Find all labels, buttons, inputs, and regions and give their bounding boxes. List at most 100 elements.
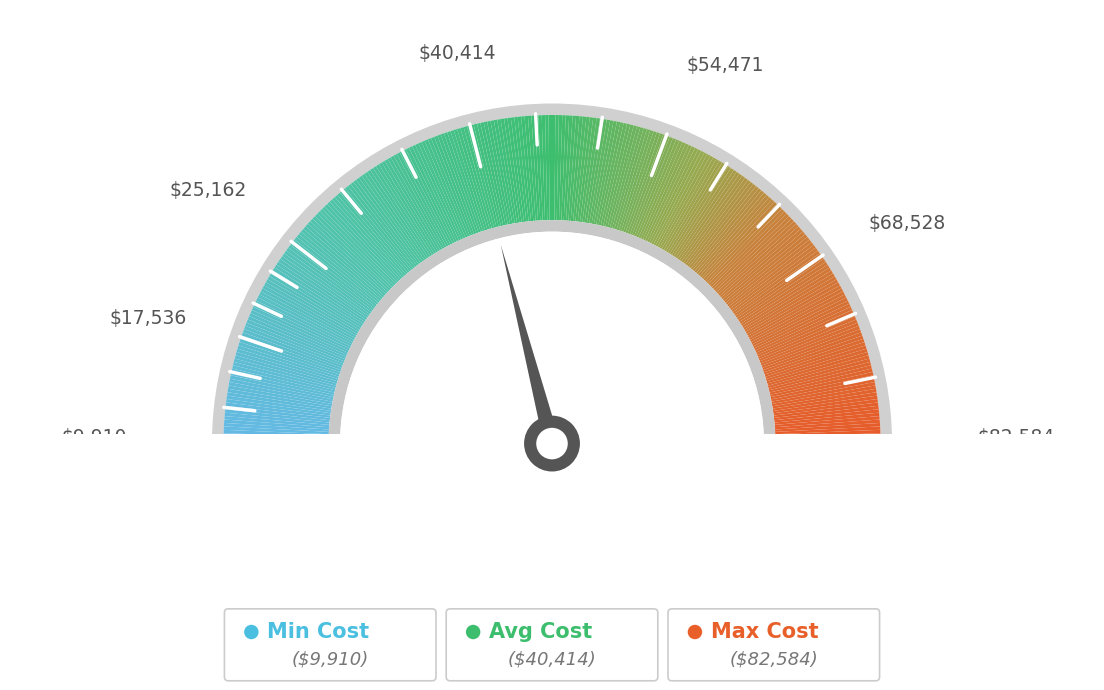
Wedge shape (332, 197, 404, 277)
Wedge shape (493, 119, 514, 224)
Wedge shape (490, 120, 512, 224)
Wedge shape (733, 250, 820, 314)
Wedge shape (460, 127, 492, 229)
Text: Avg Cost: Avg Cost (489, 622, 592, 642)
Text: $17,536: $17,536 (109, 309, 187, 328)
Wedge shape (771, 375, 874, 400)
Wedge shape (308, 221, 388, 294)
Wedge shape (245, 323, 344, 364)
Wedge shape (348, 184, 415, 268)
Wedge shape (357, 178, 421, 264)
Wedge shape (707, 206, 782, 284)
Circle shape (688, 624, 702, 639)
Wedge shape (687, 182, 753, 267)
Wedge shape (673, 168, 734, 257)
Wedge shape (740, 265, 829, 324)
Wedge shape (561, 115, 570, 220)
Wedge shape (225, 409, 330, 422)
Wedge shape (236, 348, 338, 382)
Wedge shape (624, 132, 660, 233)
Wedge shape (450, 130, 485, 231)
Wedge shape (745, 279, 838, 334)
Wedge shape (676, 170, 736, 259)
Wedge shape (744, 276, 837, 332)
Wedge shape (335, 195, 406, 276)
FancyBboxPatch shape (446, 609, 658, 681)
Text: ($82,584): ($82,584) (730, 651, 818, 669)
Wedge shape (243, 329, 342, 368)
Wedge shape (388, 157, 443, 250)
Wedge shape (614, 128, 647, 230)
Wedge shape (638, 141, 682, 239)
Wedge shape (317, 211, 394, 287)
Wedge shape (412, 145, 459, 242)
Wedge shape (774, 406, 879, 420)
Wedge shape (212, 104, 892, 444)
Wedge shape (266, 279, 359, 334)
Wedge shape (500, 119, 519, 223)
Circle shape (244, 624, 258, 639)
Wedge shape (769, 365, 872, 393)
Wedge shape (539, 115, 545, 220)
Wedge shape (767, 359, 870, 388)
Wedge shape (713, 216, 792, 290)
Wedge shape (730, 245, 816, 310)
Text: ($40,414): ($40,414) (508, 651, 596, 669)
Wedge shape (703, 201, 777, 281)
Wedge shape (710, 211, 787, 287)
Wedge shape (346, 186, 413, 270)
Wedge shape (766, 348, 868, 382)
Wedge shape (233, 362, 336, 391)
Wedge shape (400, 151, 450, 246)
Wedge shape (259, 291, 354, 342)
Wedge shape (428, 138, 469, 237)
Polygon shape (501, 245, 560, 446)
Wedge shape (521, 116, 533, 221)
Wedge shape (301, 229, 383, 299)
Wedge shape (775, 416, 880, 427)
Wedge shape (440, 133, 478, 233)
Wedge shape (368, 170, 428, 259)
Wedge shape (447, 131, 482, 232)
Wedge shape (384, 159, 440, 251)
Wedge shape (434, 136, 474, 235)
Wedge shape (293, 239, 376, 306)
Wedge shape (735, 256, 824, 318)
Wedge shape (633, 137, 673, 236)
Wedge shape (656, 152, 708, 246)
Wedge shape (229, 382, 332, 404)
Wedge shape (179, 444, 925, 690)
Wedge shape (250, 313, 347, 357)
Wedge shape (223, 440, 329, 444)
Text: $25,162: $25,162 (170, 181, 247, 201)
Wedge shape (736, 259, 826, 320)
Wedge shape (630, 136, 670, 235)
Wedge shape (709, 209, 784, 286)
Wedge shape (484, 121, 508, 225)
Wedge shape (575, 117, 590, 221)
Wedge shape (224, 420, 329, 430)
Wedge shape (594, 121, 617, 224)
Wedge shape (721, 229, 803, 299)
Wedge shape (670, 164, 728, 255)
Wedge shape (511, 117, 527, 222)
Wedge shape (764, 339, 864, 375)
Wedge shape (477, 123, 503, 226)
Text: $68,528: $68,528 (869, 214, 946, 233)
Wedge shape (752, 297, 848, 346)
Wedge shape (232, 365, 335, 393)
Wedge shape (590, 119, 611, 224)
Wedge shape (362, 174, 424, 262)
Wedge shape (306, 224, 386, 296)
Wedge shape (686, 180, 751, 266)
Wedge shape (715, 219, 794, 293)
Wedge shape (680, 174, 742, 262)
Wedge shape (764, 342, 866, 377)
Wedge shape (315, 214, 392, 289)
Wedge shape (775, 430, 880, 437)
Wedge shape (295, 237, 379, 305)
Wedge shape (373, 166, 433, 256)
Wedge shape (769, 368, 872, 395)
Wedge shape (270, 270, 362, 328)
Wedge shape (505, 118, 522, 223)
